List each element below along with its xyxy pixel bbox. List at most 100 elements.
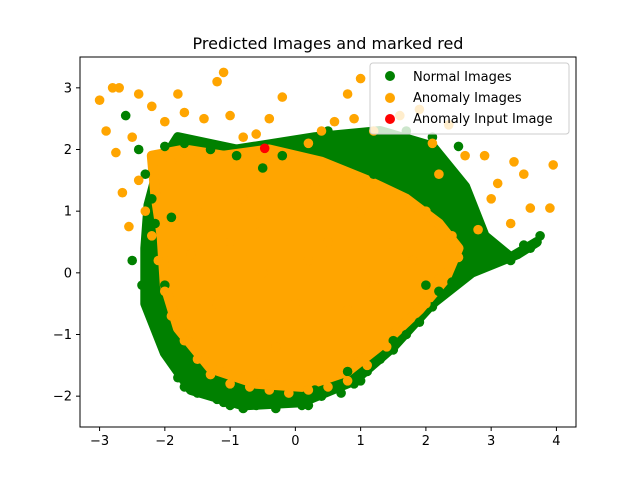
x-tick-label: −2 — [155, 434, 174, 449]
point-anomaly-images-82 — [447, 231, 457, 241]
point-normal-images-59 — [186, 366, 196, 377]
point-normal-images-34 — [460, 268, 470, 278]
point-normal-images-14 — [192, 388, 203, 398]
point-anomaly-images-68 — [323, 237, 333, 247]
point-normal-images-68 — [408, 150, 418, 161]
point-anomaly-images-40 — [486, 194, 497, 204]
point-anomaly-images-58 — [166, 311, 177, 321]
point-normal-images-36 — [486, 249, 497, 260]
point-normal-images-24 — [336, 388, 346, 398]
point-anomaly-images-14 — [218, 67, 229, 78]
point-anomaly-images-67 — [290, 298, 301, 309]
point-normal-images-5 — [140, 249, 151, 260]
point-normal-images-1 — [133, 144, 144, 155]
point-normal-images-33 — [447, 277, 457, 287]
point-anomaly-images-9 — [160, 116, 170, 127]
point-anomaly-images-51 — [284, 388, 294, 398]
point-normal-images-6 — [137, 280, 147, 291]
point-normal-images-20 — [277, 394, 288, 405]
point-normal-images-77 — [173, 348, 183, 358]
point-normal-images-23 — [316, 391, 327, 402]
point-normal-images-29 — [401, 329, 412, 340]
point-anomaly-images-38 — [548, 160, 558, 170]
point-normal-images-64 — [388, 335, 399, 346]
anomaly-images-cloud — [146, 144, 464, 392]
point-normal-images-46 — [453, 141, 464, 152]
x-axis: −3 −2 −1 0 1 2 3 4 — [90, 427, 561, 449]
legend-box — [369, 62, 570, 135]
point-anomaly-images-4 — [111, 147, 121, 158]
point-anomaly-images-36 — [525, 203, 536, 213]
point-normal-images-69 — [368, 169, 379, 179]
point-anomaly-images-72 — [212, 298, 222, 309]
point-normal-images-57 — [179, 138, 190, 149]
point-anomaly-images-22 — [329, 116, 340, 127]
point-anomaly-images-46 — [381, 342, 392, 352]
point-normal-images-38 — [512, 249, 523, 260]
point-anomaly-images-2 — [114, 83, 124, 93]
point-anomaly-images-79 — [186, 249, 196, 260]
y-axis: −2 −1 0 1 2 3 — [53, 81, 80, 405]
x-tick-label: −1 — [221, 434, 240, 449]
point-anomaly-images-70 — [388, 237, 399, 247]
point-anomaly-images-62 — [140, 206, 151, 216]
legend-marker-input — [385, 114, 395, 124]
point-anomaly-images-56 — [192, 354, 203, 365]
point-anomaly-images-1 — [107, 83, 118, 93]
point-normal-images-13 — [179, 382, 190, 392]
point-normal-images-3 — [147, 194, 157, 204]
point-anomaly-images-24 — [355, 73, 366, 84]
point-anomaly-images-42 — [453, 252, 464, 263]
point-anomaly-images-52 — [264, 385, 275, 395]
point-anomaly-images-17 — [251, 129, 261, 139]
point-normal-images-54 — [257, 163, 268, 173]
point-anomaly-images-5 — [117, 187, 128, 198]
point-normal-images-71 — [297, 400, 307, 411]
point-normal-images-44 — [447, 206, 457, 216]
point-anomaly-images-73 — [238, 194, 248, 204]
point-anomaly-images-55 — [205, 369, 216, 380]
point-anomaly-images-63 — [133, 175, 144, 186]
point-anomaly-images-47 — [362, 360, 373, 371]
point-anomaly-images-84 — [166, 157, 177, 167]
point-normal-images-11 — [166, 357, 177, 368]
point-anomaly-images-74 — [310, 181, 320, 192]
point-normal-images-56 — [205, 144, 216, 155]
legend-label-normal: Normal Images — [413, 70, 512, 85]
point-anomaly-images-49 — [323, 382, 333, 392]
point-anomaly-images-66 — [257, 268, 268, 278]
point-normal-images-53 — [277, 150, 288, 161]
x-tick-label: 4 — [552, 434, 560, 449]
point-normal-images-41 — [519, 240, 529, 250]
point-clouds — [140, 126, 542, 411]
point-anomaly-images-29 — [427, 138, 438, 149]
point-normal-images-7 — [140, 292, 151, 303]
point-normal-images-63 — [342, 366, 353, 377]
point-normal-images-35 — [473, 255, 483, 266]
point-anomaly-images-59 — [160, 286, 170, 297]
y-tick-label: 0 — [64, 266, 72, 281]
point-normal-images-12 — [173, 372, 183, 383]
point-normal-images-76 — [355, 376, 366, 386]
legend-label-input: Anomaly Input Image — [413, 112, 553, 127]
point-anomaly-images-65 — [225, 237, 235, 247]
point-normal-images-72 — [218, 397, 229, 408]
y-tick-label: 3 — [64, 81, 72, 96]
point-anomaly-images-37 — [545, 203, 555, 213]
point-normal-images-2 — [140, 169, 151, 179]
point-normal-images-45 — [440, 175, 451, 186]
point-normal-images-17 — [238, 403, 248, 414]
point-normal-images-70 — [271, 403, 281, 414]
point-anomaly-images-75 — [342, 305, 353, 315]
point-anomaly-images-31 — [460, 150, 470, 161]
point-anomaly-images-76 — [271, 342, 281, 352]
point-anomaly-images-8 — [147, 101, 157, 112]
point-normal-images-30 — [414, 317, 425, 328]
point-normal-images-75 — [466, 261, 477, 272]
point-normal-images-10 — [163, 335, 173, 346]
point-normal-images-50 — [349, 144, 359, 155]
point-normal-images-55 — [231, 150, 242, 161]
point-anomaly-images-23 — [342, 89, 353, 99]
point-anomaly-images-77 — [368, 280, 379, 291]
point-normal-images-74 — [505, 255, 516, 266]
